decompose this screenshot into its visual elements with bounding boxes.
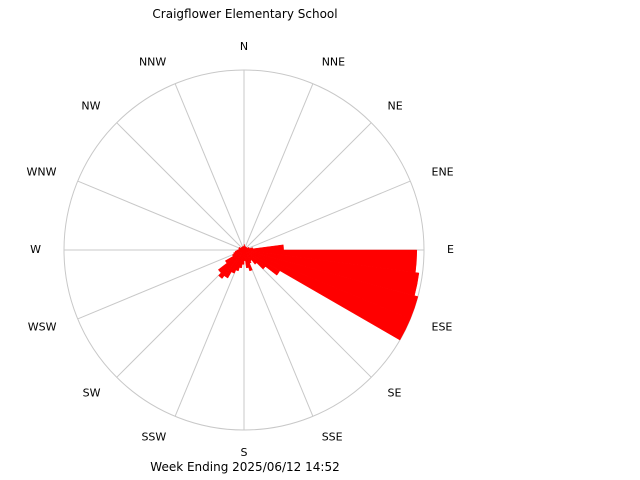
chart-footer: Week Ending 2025/06/12 14:52 [150, 460, 340, 474]
rose-bar [232, 249, 245, 257]
direction-label-n: N [240, 40, 248, 53]
direction-label-e: E [447, 243, 454, 256]
direction-label-wnw: WNW [27, 165, 57, 178]
rose-bar [233, 249, 245, 255]
direction-label-s: S [241, 446, 248, 459]
direction-label-nw: NW [81, 100, 100, 113]
grid-spoke-ne [243, 122, 372, 251]
rose-bar [243, 249, 281, 276]
wind-rose-bars [217, 244, 420, 341]
grid-spoke-ene [243, 180, 411, 251]
direction-label-ssw: SSW [141, 431, 166, 444]
rose-bar [243, 249, 258, 265]
direction-label-ese: ESE [432, 321, 453, 334]
rose-bar [243, 249, 253, 272]
grid-spoke-wnw [77, 180, 245, 251]
grid-spoke-nne [243, 83, 314, 251]
chart-title: Craigflower Elementary School [152, 7, 338, 21]
grid-spoke-sse [243, 249, 314, 417]
direction-label-w: W [30, 243, 41, 256]
direction-label-sse: SSE [322, 431, 343, 444]
grid-spoke-nnw [174, 83, 245, 251]
direction-label-wsw: WSW [28, 321, 57, 334]
rose-bar [243, 249, 249, 269]
grid-spoke-nw [116, 122, 245, 251]
direction-label-nnw: NNW [139, 56, 166, 69]
grid-spoke-ssw [174, 249, 245, 417]
direction-labels: N NNE NE ENE E ESE SE SSE S SSW SW WSW W WNW NW NNW [27, 40, 454, 459]
rose-bar [243, 249, 411, 341]
direction-label-se: SE [388, 387, 402, 400]
direction-label-nne: NNE [322, 56, 345, 69]
rose-bar [243, 249, 266, 270]
direction-label-sw: SW [83, 387, 101, 400]
rose-bar [224, 249, 245, 264]
grid-spoke-se [243, 249, 372, 378]
direction-label-ene: ENE [432, 165, 454, 178]
rose-bar [234, 249, 245, 253]
direction-label-ne: NE [388, 100, 403, 113]
rose-bar [218, 249, 245, 279]
grid-spoke-wsw [77, 249, 245, 320]
rose-bar [217, 249, 245, 274]
polar-grid [63, 69, 425, 431]
